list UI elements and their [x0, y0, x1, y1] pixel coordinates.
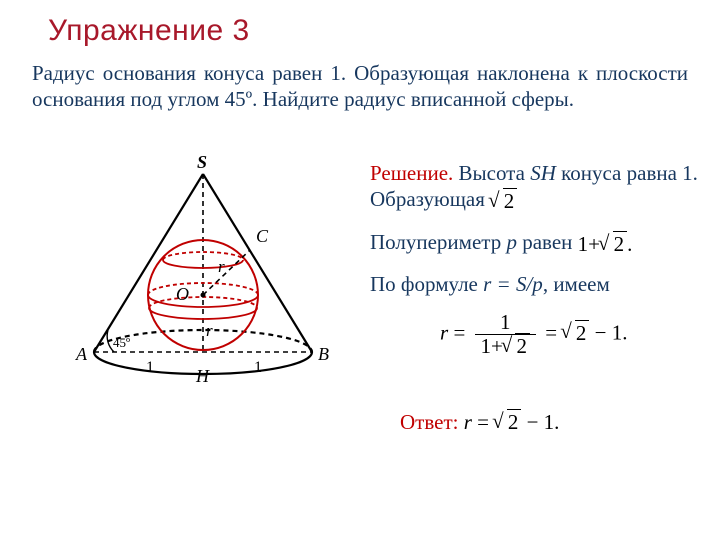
answer-block: Ответ: r = 2 − 1. — [400, 410, 559, 435]
label-one1: 1 — [146, 359, 154, 376]
text: , имеем — [543, 272, 610, 296]
label-angle: 45º — [113, 335, 130, 350]
exercise-title: Упражнение 3 — [48, 14, 250, 48]
solution-line1: Решение. Высота SH конуса равна 1. Образ… — [370, 160, 700, 215]
solution-block: Решение. Высота SH конуса равна 1. Образ… — [370, 160, 700, 358]
slide: Упражнение 3 Радиус основания конуса рав… — [0, 0, 720, 540]
label-H: H — [195, 366, 210, 386]
label-r1: r — [218, 257, 225, 276]
result-formula: r = 1 1+2 = 2 − 1. — [440, 311, 700, 358]
var-p: p — [506, 230, 517, 254]
numerator: 1 — [475, 311, 536, 335]
text: Высота — [459, 161, 531, 185]
text: По формуле — [370, 272, 483, 296]
label-B: B — [318, 344, 329, 364]
formula-rsp: r = S/p — [483, 272, 543, 296]
cone-figure: S A B C H O r r 1 1 45º — [58, 150, 348, 406]
var-r: r — [440, 321, 448, 345]
formula-1plus-sqrt2: 1+2. — [578, 231, 633, 257]
label-one2: 1 — [254, 359, 262, 376]
fraction: 1 1+2 — [475, 311, 536, 358]
answer-formula: r = 2 − 1. — [464, 410, 560, 434]
solution-label: Решение. — [370, 161, 453, 185]
label-r2: r — [206, 321, 213, 340]
slant-left — [94, 174, 203, 352]
solution-line2: Полупериметр p равен 1+2. — [370, 229, 700, 257]
label-C: C — [256, 226, 269, 246]
formula-sqrt2-a: 2 — [490, 188, 517, 214]
problem-text: Радиус основания конуса равен 1. Образую… — [32, 60, 688, 113]
denominator: 1+2 — [475, 335, 536, 358]
label-S: S — [197, 152, 207, 172]
solution-line3: По формуле r = S/p, имеем — [370, 271, 700, 297]
cone-svg: S A B C H O r r 1 1 45º — [58, 150, 348, 406]
radius-oc — [203, 250, 250, 295]
text: Полупериметр — [370, 230, 506, 254]
label-A: A — [75, 344, 88, 364]
text: равен — [517, 230, 578, 254]
var-sh: SH — [530, 161, 556, 185]
answer-label: Ответ: — [400, 410, 458, 434]
label-O: O — [176, 284, 189, 304]
